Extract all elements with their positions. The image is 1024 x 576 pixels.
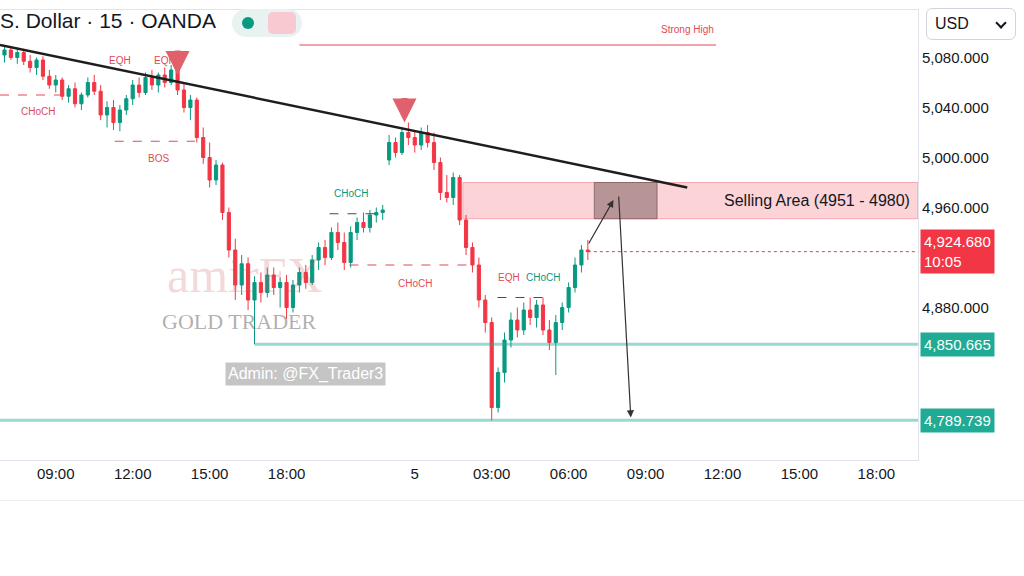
svg-text:5,000.000: 5,000.000 [922, 149, 989, 166]
svg-text:5,040.000: 5,040.000 [922, 99, 989, 116]
svg-text:18:00: 18:00 [268, 465, 306, 482]
svg-text:CHoCH: CHoCH [398, 278, 432, 289]
svg-text:4,789.739: 4,789.739 [924, 412, 991, 429]
svg-text:15:00: 15:00 [191, 465, 229, 482]
svg-text:4,880.000: 4,880.000 [922, 299, 989, 316]
svg-text:CHoCH: CHoCH [334, 188, 368, 199]
svg-text:EQH: EQH [109, 55, 131, 66]
svg-text:4,960.000: 4,960.000 [922, 199, 989, 216]
svg-text:06:00: 06:00 [550, 465, 588, 482]
svg-text:EQH: EQH [154, 55, 176, 66]
svg-text:4,850.665: 4,850.665 [924, 336, 991, 353]
svg-text:12:00: 12:00 [704, 465, 742, 482]
svg-text:Admin: @FX_Trader3: Admin: @FX_Trader3 [228, 365, 383, 383]
svg-text:Strong High: Strong High [661, 24, 714, 35]
svg-text:15:00: 15:00 [781, 465, 819, 482]
svg-text:CHoCH: CHoCH [21, 106, 55, 117]
svg-text:12:00: 12:00 [114, 465, 152, 482]
html-text:S. Dollar · 15 · OANDA: S. Dollar · 15 · OANDA [0, 9, 216, 32]
html-text:USD: USD [935, 15, 969, 32]
svg-text:4,924.68010:05: 4,924.68010:05 [924, 233, 991, 270]
svg-text:5: 5 [411, 465, 419, 482]
svg-text:EQH: EQH [498, 272, 520, 283]
svg-text:03:00: 03:00 [473, 465, 511, 482]
svg-text:BOS: BOS [148, 153, 169, 164]
svg-text:18:00: 18:00 [858, 465, 896, 482]
svg-text:09:00: 09:00 [37, 465, 75, 482]
svg-text:CHoCH: CHoCH [526, 272, 560, 283]
svg-text:Selling Area (4951 - 4980): Selling Area (4951 - 4980) [724, 192, 910, 209]
svg-text:09:00: 09:00 [627, 465, 665, 482]
svg-text:amirFX: amirFX [167, 247, 323, 303]
svg-text:GOLD TRADER: GOLD TRADER [162, 309, 317, 334]
svg-text:5,080.000: 5,080.000 [922, 49, 989, 66]
